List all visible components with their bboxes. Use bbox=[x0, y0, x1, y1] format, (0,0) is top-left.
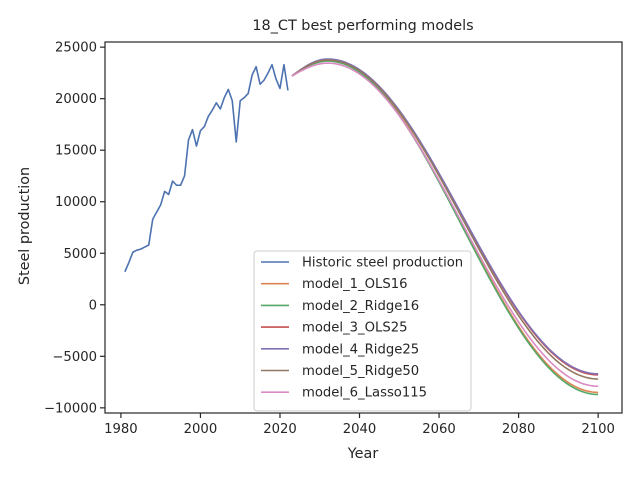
legend-label: Historic steel production bbox=[302, 256, 463, 271]
x-axis-label: Year bbox=[347, 446, 379, 462]
x-tick-label: 2040 bbox=[343, 422, 377, 437]
series-model-6-lasso115 bbox=[291, 62, 599, 388]
x-tick-label: 2000 bbox=[184, 422, 218, 437]
x-tick-label: 1980 bbox=[104, 422, 138, 437]
chart-title: 18_CT best performing models bbox=[252, 18, 473, 34]
y-tick-label: 5000 bbox=[63, 247, 97, 262]
y-tick-label: −5000 bbox=[52, 350, 97, 365]
legend-label: model_1_OLS16 bbox=[302, 277, 408, 292]
y-tick-label: 25000 bbox=[55, 41, 97, 56]
legend-label: model_4_Ridge25 bbox=[302, 342, 419, 357]
y-tick-label: 20000 bbox=[55, 92, 97, 107]
y-tick-label: 15000 bbox=[55, 144, 97, 159]
y-tick-label: 0 bbox=[89, 298, 97, 313]
series-model-5-ridge50 bbox=[291, 59, 599, 380]
axes-frame bbox=[104, 41, 623, 414]
y-tick-label: 10000 bbox=[55, 195, 97, 210]
ticks-layer: 1980 2000 2020 2040 2060 2080 2100 −10000 −5000 0… bbox=[44, 41, 615, 437]
series-model-4-ridge25 bbox=[291, 58, 599, 375]
x-tick-label: 2060 bbox=[422, 422, 456, 437]
legend: Historic steel production model_1_OLS16mo… bbox=[253, 250, 472, 412]
x-tick-label: 2100 bbox=[581, 422, 615, 437]
y-axis-label: Steel production bbox=[17, 167, 33, 285]
legend-box bbox=[253, 250, 472, 412]
series-model-2-ridge16 bbox=[291, 60, 599, 396]
legend-label: model_3_OLS25 bbox=[302, 321, 408, 336]
x-tick-label: 2020 bbox=[263, 422, 297, 437]
y-tick-label: −10000 bbox=[44, 401, 97, 416]
series-layer bbox=[124, 58, 599, 396]
legend-label: model_2_Ridge16 bbox=[302, 299, 419, 314]
legend-label: model_5_Ridge50 bbox=[302, 364, 419, 379]
x-tick-label: 2080 bbox=[502, 422, 536, 437]
legend-label: model_6_Lasso115 bbox=[302, 386, 427, 401]
plot-frame bbox=[104, 41, 623, 414]
series-historic-steel-production bbox=[124, 63, 289, 273]
